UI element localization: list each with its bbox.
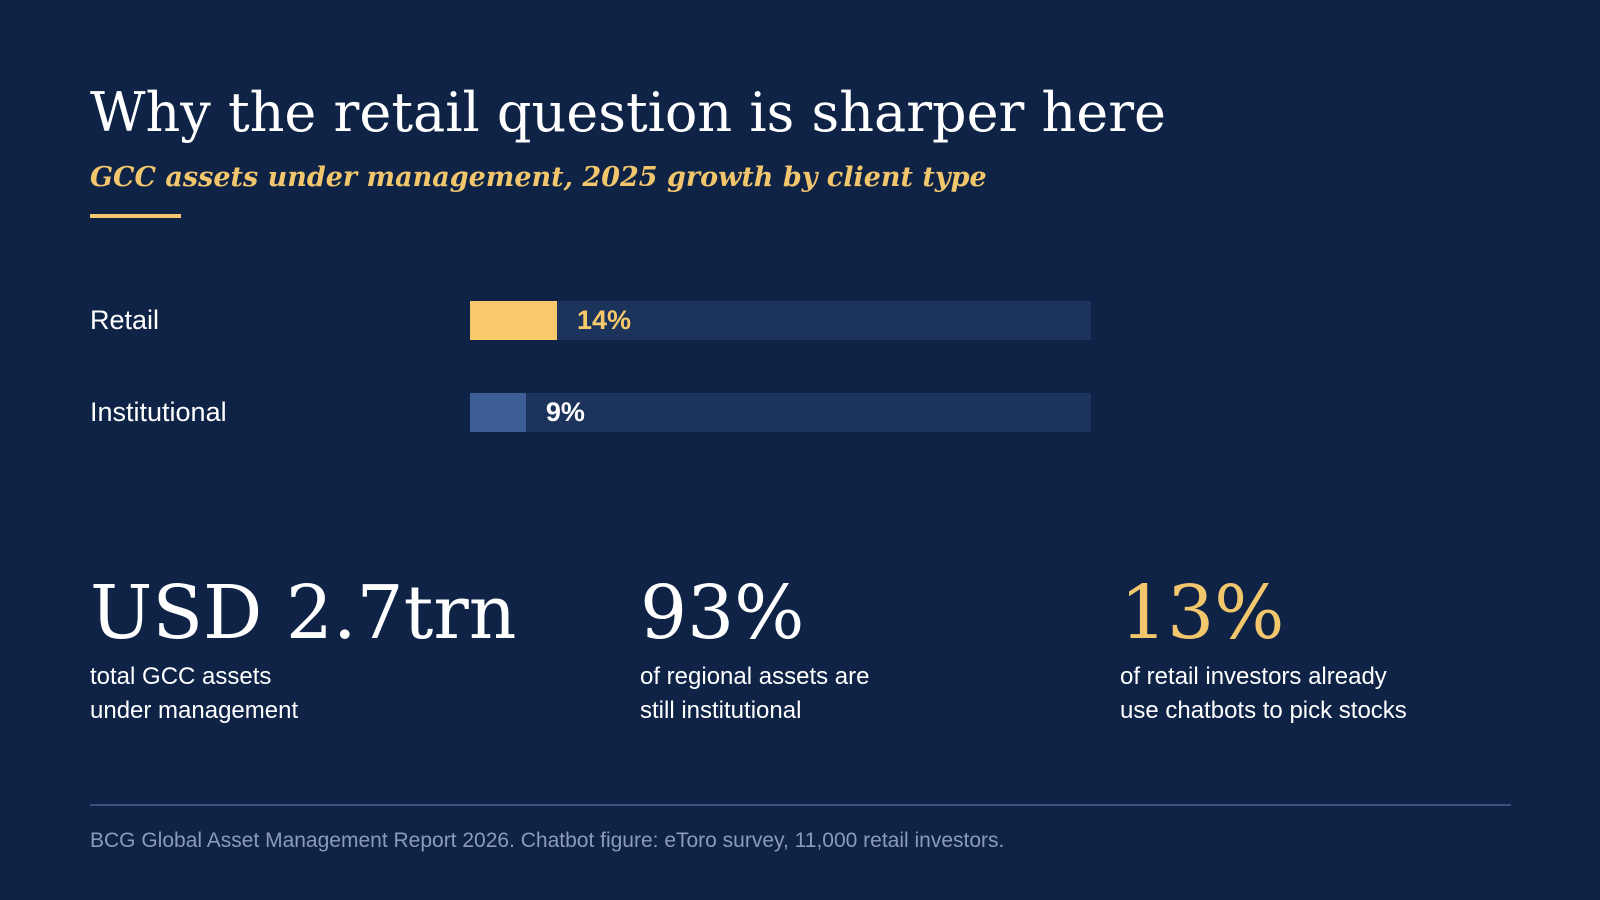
bar-track-retail: 14% [470, 301, 1091, 340]
bar-track-institutional: 9% [470, 393, 1091, 432]
bar-label-institutional: Institutional [90, 397, 227, 427]
bar-label-retail: Retail [90, 305, 160, 335]
stat-value-institutional-share: 93% [640, 570, 805, 656]
stat-desc-institutional-share: of regional assets are still institution… [640, 663, 870, 724]
footer-divider [90, 804, 1511, 806]
stat-desc-total-assets: total GCC assets under management [90, 663, 299, 724]
stat-institutional-share: 93% of regional assets are still institu… [640, 568, 869, 728]
title-accent-rule [90, 214, 181, 218]
stat-value-chatbot-users: 13% [1120, 570, 1285, 656]
bar-value-label-institutional: 9% [545, 397, 585, 427]
page-title: Why the retail question is sharper here [90, 81, 1167, 144]
stat-value-total-assets: USD 2.7trn [90, 570, 517, 656]
bar-retail [470, 301, 557, 340]
source-note: BCG Global Asset Management Report 2026.… [90, 829, 1005, 852]
bar-institutional [470, 393, 526, 432]
stat-total-assets: USD 2.7trn total GCC assets under manage… [90, 568, 516, 728]
stat-chatbot-users: 13% of retail investors already use chat… [1120, 568, 1407, 728]
stat-desc-chatbot-users: of retail investors already use chatbots… [1120, 663, 1407, 724]
bar-value-label-retail: 14% [576, 305, 631, 335]
page-subtitle: GCC assets under management, 2025 growth… [90, 162, 987, 193]
